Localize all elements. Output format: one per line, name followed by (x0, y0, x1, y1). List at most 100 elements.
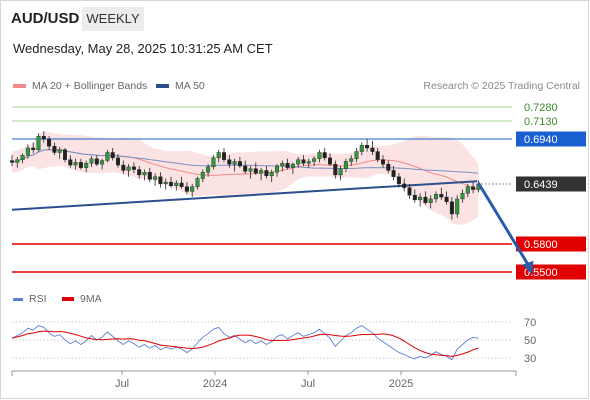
ma50-swatch-icon (156, 84, 169, 89)
candle-body (94, 158, 99, 165)
x-tick-label: Jul (301, 378, 315, 390)
candle (126, 164, 131, 177)
candle-body (418, 196, 423, 201)
candle-body (142, 172, 147, 176)
candle-body (158, 176, 163, 185)
candle-body (460, 193, 465, 200)
level-tag-0.6940 (516, 131, 586, 147)
candle-body (290, 163, 295, 168)
candle (354, 147, 359, 163)
candle-body (306, 161, 311, 164)
candle-body (147, 172, 152, 180)
candle-body (428, 198, 433, 203)
research-credit: Research © 2025 Trading Central (423, 80, 580, 92)
candle-body (216, 152, 221, 159)
candle (9, 155, 14, 166)
legend-9ma-label: 9MA (80, 293, 102, 305)
candle-body (200, 172, 205, 179)
candle (402, 178, 407, 192)
candle-body (338, 168, 343, 176)
candle (68, 155, 73, 168)
candle (444, 191, 449, 205)
candle-body (137, 169, 142, 176)
candle (275, 164, 280, 177)
candle-body (375, 151, 380, 160)
legend-rsi: RSI (13, 293, 47, 305)
candle-body (25, 147, 30, 156)
candle-body (391, 170, 396, 177)
rsi-tick-30: 30 (524, 353, 536, 365)
candle-body (285, 163, 290, 168)
candle-body (211, 157, 216, 168)
candle (184, 182, 189, 195)
candle (52, 142, 57, 156)
level-label-0.5800: 0.5800 (524, 239, 558, 251)
candle (418, 193, 423, 207)
candle-body (153, 176, 158, 180)
candle-body (423, 196, 428, 203)
candle-body (52, 145, 57, 153)
candle-body (78, 162, 83, 168)
candle (89, 156, 94, 167)
candle (36, 133, 41, 152)
candle (296, 156, 301, 168)
support-trendline (11, 180, 478, 211)
candle-body (179, 182, 184, 187)
candle-body (232, 161, 237, 165)
candle (20, 153, 25, 164)
candle-body (359, 145, 364, 152)
candle-body (269, 172, 274, 177)
timeframe-badge[interactable]: WEEKLY (82, 7, 144, 31)
candle-body (349, 158, 354, 162)
candle-body (259, 170, 264, 174)
candle (227, 155, 232, 168)
candle-body (221, 152, 226, 160)
candle-body (370, 147, 375, 152)
candle-body (206, 166, 211, 173)
candle-body (126, 166, 131, 171)
candle (349, 155, 354, 166)
chart-datetime: Wednesday, May 28, 2025 10:31:25 AM CET (13, 41, 273, 56)
candle-body (168, 181, 173, 186)
candle-body (184, 186, 189, 192)
rsi-swatch-icon (13, 297, 23, 301)
candle (253, 162, 258, 175)
candle (471, 182, 476, 194)
candle (439, 187, 444, 200)
ma-bollinger-swatch-icon (13, 84, 26, 89)
candle-body (115, 157, 120, 166)
candle-body (41, 135, 46, 140)
candle (206, 164, 211, 177)
candle-body (89, 158, 94, 164)
candle (221, 147, 226, 163)
candle-body (455, 198, 460, 215)
candle (15, 156, 20, 168)
candle-body (264, 170, 269, 177)
candle (449, 197, 454, 220)
candle-body (227, 159, 232, 165)
legend-ma-bollinger-label: MA 20 + Bollinger Bands (32, 80, 148, 92)
candle-body (36, 135, 41, 150)
candle-body (396, 176, 401, 185)
candle-body (365, 145, 370, 149)
candle (312, 156, 317, 166)
candle (391, 165, 396, 181)
legend-ma50: MA 50 (156, 80, 205, 92)
candle (100, 158, 105, 170)
candle-body (190, 186, 195, 192)
candle (105, 149, 110, 163)
legend-ma-bollinger: MA 20 + Bollinger Bands (13, 80, 147, 92)
candle-body (9, 160, 14, 163)
candle-body (322, 152, 327, 159)
rsi-line (11, 325, 479, 361)
candle-body (121, 164, 126, 171)
candle (322, 147, 327, 161)
candle (264, 165, 269, 179)
candle-body (386, 163, 391, 171)
candle (110, 147, 115, 161)
candle (163, 178, 168, 190)
legend-ma50-label: MA 50 (175, 80, 205, 92)
candle (333, 160, 338, 179)
